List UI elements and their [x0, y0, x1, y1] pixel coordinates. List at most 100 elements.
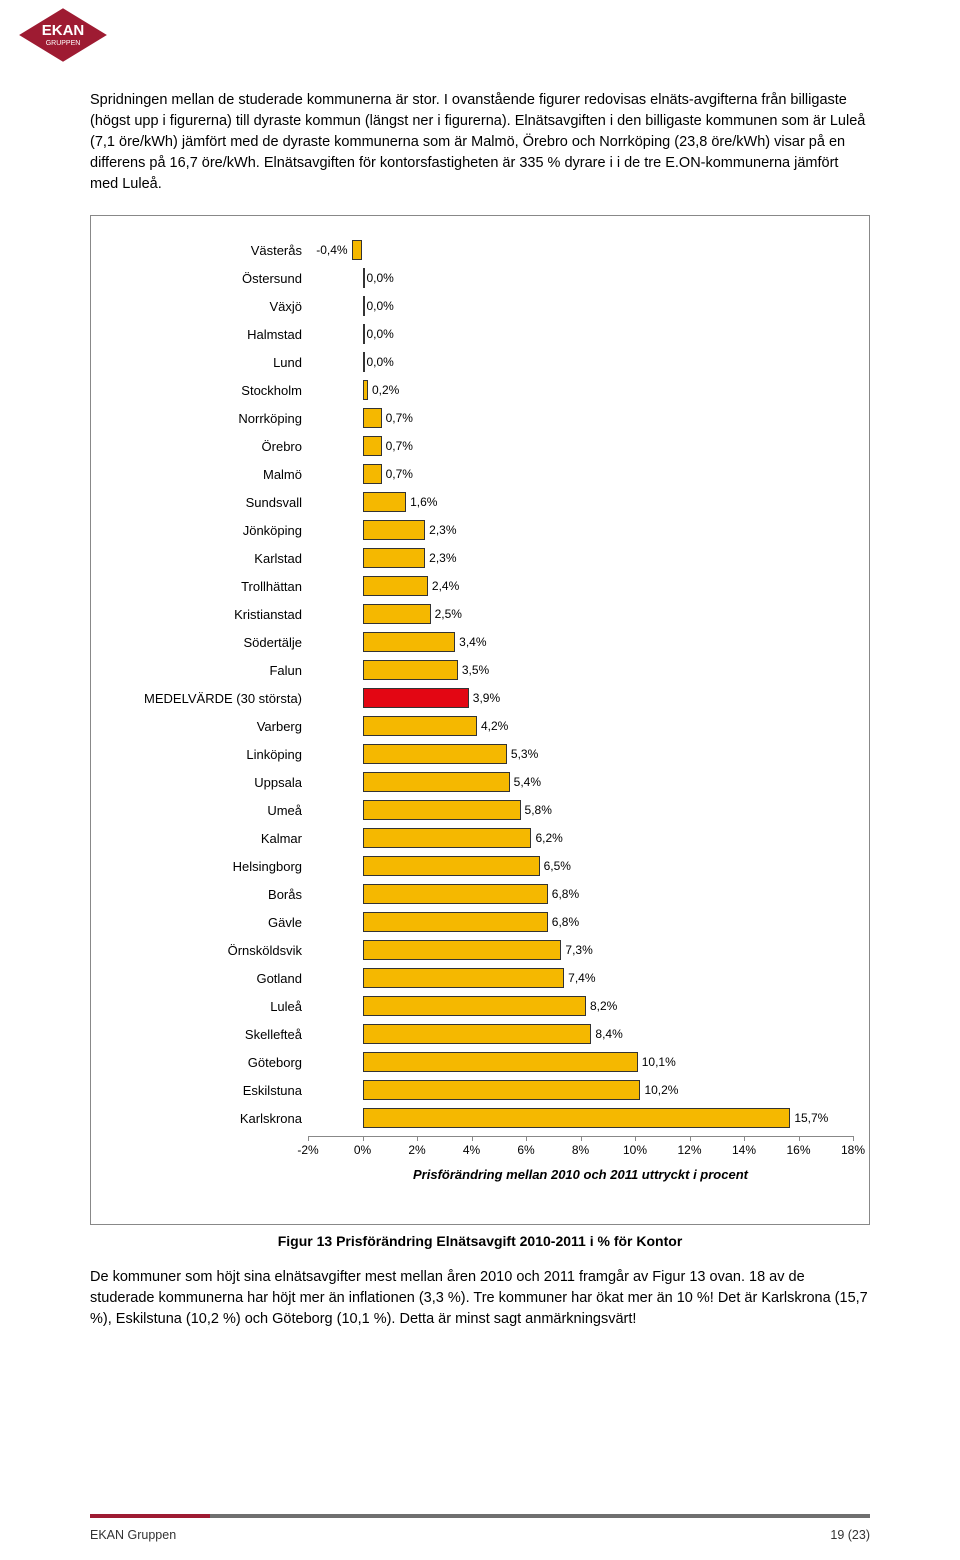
bar-value: 5,4%	[514, 775, 541, 789]
bar-row: Stockholm0,2%	[107, 376, 853, 404]
bar-value: 6,2%	[535, 831, 562, 845]
bar-label: Trollhättan	[107, 579, 308, 594]
bar-value: 7,4%	[568, 971, 595, 985]
bar-fill	[363, 436, 382, 456]
logo-text-bottom: GRUPPEN	[46, 40, 81, 47]
ekan-logo: EKAN GRUPPEN	[18, 8, 108, 63]
bar-track: 15,7%	[308, 1104, 853, 1132]
bar-fill	[363, 1052, 638, 1072]
bar-fill	[363, 660, 458, 680]
axis-tick: 6%	[526, 1136, 527, 1159]
bar-row: Gotland 7,4%	[107, 964, 853, 992]
bar-track: 10,2%	[308, 1076, 853, 1104]
axis-tick-label: 18%	[841, 1143, 865, 1157]
bar-track: 3,4%	[308, 628, 853, 656]
bar-track: 2,3%	[308, 516, 853, 544]
bar-track: 2,3%	[308, 544, 853, 572]
bar-row: Varberg4,2%	[107, 712, 853, 740]
bar-label: Kristianstad	[107, 607, 308, 622]
bar-value: 6,8%	[552, 887, 579, 901]
bar-track: 1,6%	[308, 488, 853, 516]
bar-track: 6,8%	[308, 880, 853, 908]
bar-label: Växjö	[107, 299, 308, 314]
bar-label: Gotland	[107, 971, 308, 986]
bar-fill	[363, 632, 456, 652]
bar-fill	[363, 268, 365, 288]
axis-tick: 12%	[690, 1136, 691, 1159]
bar-track: 6,2%	[308, 824, 853, 852]
axis-tick-label: 6%	[517, 1143, 534, 1157]
bar-label: Västerås	[107, 243, 308, 258]
bar-track: 2,4%	[308, 572, 853, 600]
bar-value: 0,0%	[367, 271, 394, 285]
bar-track: 0,2%	[308, 376, 853, 404]
x-axis: Prisförändring mellan 2010 och 2011 uttr…	[308, 1136, 853, 1184]
bar-label: Östersund	[107, 271, 308, 286]
bar-value: 2,5%	[435, 607, 462, 621]
chart-frame: Västerås-0,4%Östersund0,0%Växjö0,0%Halms…	[90, 215, 870, 1225]
bar-track: 8,2%	[308, 992, 853, 1020]
bar-value: 0,7%	[386, 467, 413, 481]
bars-area: Västerås-0,4%Östersund0,0%Växjö0,0%Halms…	[107, 236, 853, 1136]
bar-row: Eskilstuna10,2%	[107, 1076, 853, 1104]
bar-row: Malmö0,7%	[107, 460, 853, 488]
bar-row: Uppsala5,4%	[107, 768, 853, 796]
bar-track: 0,0%	[308, 292, 853, 320]
axis-tick-label: 14%	[732, 1143, 756, 1157]
bar-fill	[363, 1024, 592, 1044]
bar-track: 3,9%	[308, 684, 853, 712]
bar-value: 3,4%	[459, 635, 486, 649]
bar-label: Kalmar	[107, 831, 308, 846]
bar-track: 5,3%	[308, 740, 853, 768]
bar-track: 8,4%	[308, 1020, 853, 1048]
bar-fill	[363, 1080, 641, 1100]
bar-track: 0,7%	[308, 404, 853, 432]
bar-row: Linköping 5,3%	[107, 740, 853, 768]
bar-value: 3,5%	[462, 663, 489, 677]
bar-track: 3,5%	[308, 656, 853, 684]
bar-fill	[363, 772, 510, 792]
bar-value: 10,2%	[644, 1083, 678, 1097]
bar-track: 7,4%	[308, 964, 853, 992]
bar-row: MEDELVÄRDE (30 största)3,9%	[107, 684, 853, 712]
bar-value: 0,0%	[367, 327, 394, 341]
bar-row: Karlstad2,3%	[107, 544, 853, 572]
bar-label: Falun	[107, 663, 308, 678]
axis-tick-label: 8%	[572, 1143, 589, 1157]
bar-label: Umeå	[107, 803, 308, 818]
bar-fill	[363, 856, 540, 876]
bar-row: Helsingborg6,5%	[107, 852, 853, 880]
bar-label: Örnsköldsvik	[107, 943, 308, 958]
axis-tick-label: 0%	[354, 1143, 371, 1157]
bar-fill	[363, 800, 521, 820]
axis-tick-label: 16%	[786, 1143, 810, 1157]
bar-fill	[363, 520, 426, 540]
bar-row: Lund0,0%	[107, 348, 853, 376]
bar-row: Örebro0,7%	[107, 432, 853, 460]
bar-value: 10,1%	[642, 1055, 676, 1069]
bar-track: 6,5%	[308, 852, 853, 880]
bar-fill	[363, 912, 548, 932]
bar-value: 3,9%	[473, 691, 500, 705]
bar-label: Sundsvall	[107, 495, 308, 510]
bar-label: Södertälje	[107, 635, 308, 650]
bar-track: 7,3%	[308, 936, 853, 964]
bar-row: Karlskrona15,7%	[107, 1104, 853, 1132]
bar-label: Norrköping	[107, 411, 308, 426]
axis-tick: 16%	[799, 1136, 800, 1159]
bar-value: 2,4%	[432, 579, 459, 593]
bar-value: 5,3%	[511, 747, 538, 761]
bar-fill-highlight	[363, 688, 469, 708]
bar-label: Linköping	[107, 747, 308, 762]
bar-row: Västerås-0,4%	[107, 236, 853, 264]
bar-label: Karlstad	[107, 551, 308, 566]
bar-value: 15,7%	[794, 1111, 828, 1125]
footer-rule	[90, 1514, 870, 1518]
bar-label: Stockholm	[107, 383, 308, 398]
bar-track: 6,8%	[308, 908, 853, 936]
bar-fill	[363, 744, 507, 764]
bar-track: 0,7%	[308, 432, 853, 460]
axis-tick-label: 2%	[408, 1143, 425, 1157]
bar-row: Östersund 0,0%	[107, 264, 853, 292]
axis-tick: 0%	[363, 1136, 364, 1159]
